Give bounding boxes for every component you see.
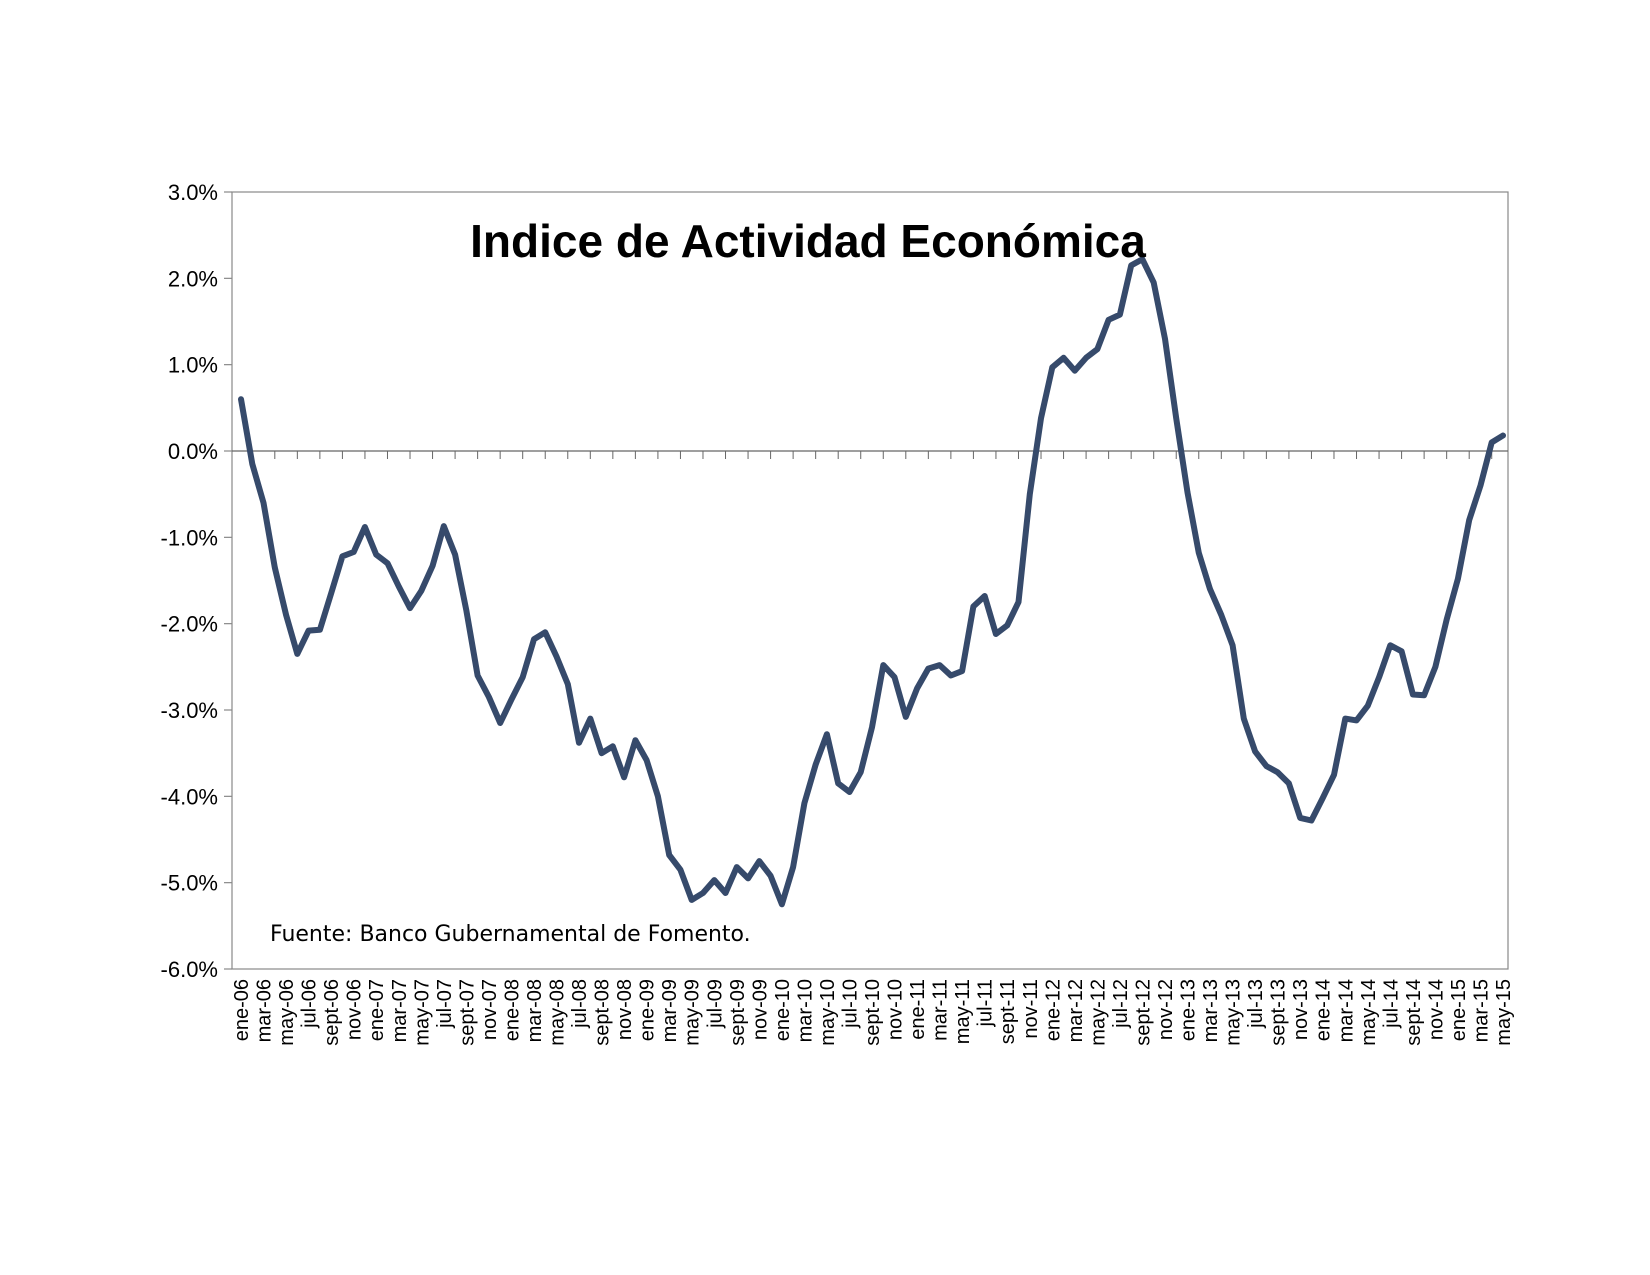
x-tick-label: ene-10 [772,979,794,1041]
y-tick-label: 1.0% [168,353,218,378]
x-tick-label: jul-10 [839,979,861,1029]
x-tick-label: nov-13 [1290,979,1312,1040]
x-tick-label: ene-13 [1178,979,1200,1041]
x-tick-label: sept-07 [456,979,478,1046]
x-tick-label: nov-12 [1155,979,1177,1040]
y-tick-label: -3.0% [161,698,218,723]
x-tick-label: sept-14 [1403,979,1425,1046]
x-tick-label: may-06 [276,979,298,1046]
x-tick-label: may-14 [1358,979,1380,1046]
x-tick-label: mar-06 [254,979,276,1042]
x-tick-label: mar-11 [930,979,952,1041]
x-tick-label: sept-13 [1268,979,1290,1046]
y-tick-label: -2.0% [161,612,218,637]
x-tick-label: nov-06 [344,979,366,1040]
x-tick-label: ene-06 [231,979,253,1041]
x-tick-label: may-08 [547,979,569,1046]
y-tick-label: -5.0% [161,871,218,896]
x-tick-label: jul-14 [1380,979,1402,1029]
y-tick-label: -1.0% [161,525,218,550]
x-tick-label: mar-07 [389,979,411,1042]
x-tick-label: sept-09 [727,979,749,1046]
series-line [238,256,1506,908]
x-tick-label: jul-13 [1245,979,1267,1029]
x-tick-label: nov-14 [1425,979,1447,1040]
x-tick-label: ene-12 [1042,979,1064,1041]
x-tick-label: sept-12 [1132,979,1154,1046]
x-axis-labels: ene-06 mar-06 may-06 jul-06 sept-06 nov-06 ene… [231,979,1515,1046]
x-tick-label: mar-10 [794,979,816,1042]
x-tick-label: sept-06 [321,979,343,1046]
x-tick-label: may-15 [1493,979,1515,1046]
x-tick-label: sept-08 [592,979,614,1046]
x-tick-label: sept-11 [997,979,1019,1044]
x-tick-label: mar-14 [1335,979,1357,1042]
x-tick-label: may-10 [817,979,839,1046]
x-tick-label: jul-07 [434,979,456,1029]
x-tick-label: ene-11 [907,979,929,1040]
x-tick-label: ene-08 [501,979,523,1041]
x-tick-label: may-11 [952,979,974,1044]
x-tick-label: ene-09 [637,979,659,1041]
y-axis: 3.0% 2.0% 1.0% 0.0% -1.0% -2.0% -3.0% -4.0% -5.0… [161,180,232,982]
x-tick-label: nov-08 [614,979,636,1040]
y-tick-label: 3.0% [168,180,218,205]
y-tick-label: -6.0% [161,957,218,982]
x-tick-label: nov-11 [1020,979,1042,1039]
x-tick-label: ene-14 [1313,979,1335,1041]
y-tick-label: -4.0% [161,784,218,809]
x-tick-label: jul-06 [299,979,321,1029]
x-tick-label: sept-10 [862,979,884,1046]
x-tick-label: mar-13 [1200,979,1222,1042]
x-tick-label: mar-08 [524,979,546,1042]
plot-area [231,191,1509,970]
x-tick-label: nov-10 [885,979,907,1040]
y-tick-label: 2.0% [168,266,218,291]
series-layer [238,256,1506,908]
x-tick-label: may-13 [1223,979,1245,1046]
x-tick-label: mar-15 [1470,979,1492,1042]
x-tick-label: may-07 [411,979,433,1046]
x-tick-label: jul-09 [704,979,726,1029]
x-tick-label: ene-15 [1448,979,1470,1041]
x-tick-label: jul-11 [975,979,997,1027]
x-tick-label: may-09 [682,979,704,1046]
x-tick-label: ene-07 [366,979,388,1041]
x-tick-label: may-12 [1087,979,1109,1046]
x-tick-label: nov-09 [749,979,771,1040]
x-tick-label: mar-12 [1065,979,1087,1042]
y-tick-label: 0.0% [168,439,218,464]
x-axis [232,450,1508,459]
x-tick-label: mar-09 [659,979,681,1042]
x-tick-label: nov-07 [479,979,501,1040]
x-tick-label: jul-08 [569,979,591,1029]
source-note: Fuente: Banco Gubernamental de Fomento. [270,922,751,947]
x-tick-label: jul-12 [1110,979,1132,1029]
chart-title: Indice de Actividad Económica [470,215,1146,267]
